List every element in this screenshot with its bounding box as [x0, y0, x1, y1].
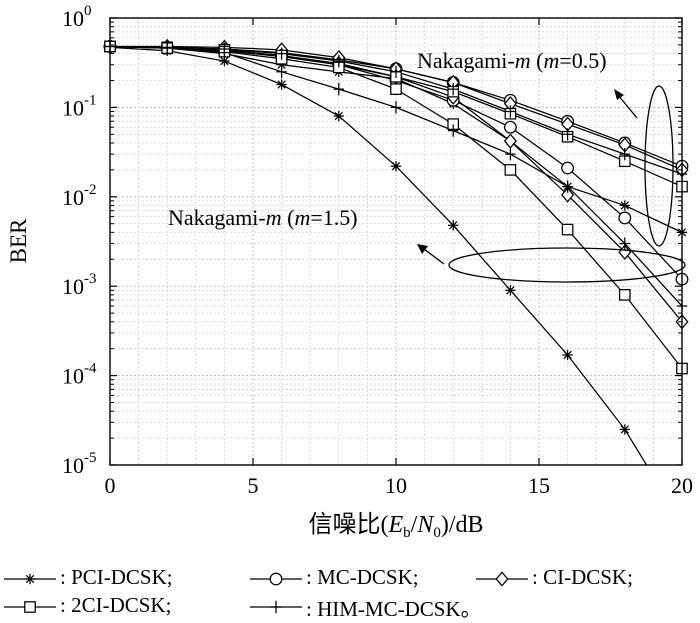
y-tick-label: 10-4	[62, 361, 97, 389]
data-point-plus	[505, 147, 516, 161]
data-point-plus	[162, 41, 173, 55]
data-point-plus	[276, 47, 287, 60]
legend-marker-star	[4, 573, 56, 585]
x-tick-label: 15	[528, 473, 550, 498]
legend-marker-square	[4, 601, 56, 613]
ellipse-m05	[644, 85, 674, 247]
y-axis-label: BER	[6, 218, 31, 263]
legend-marker-plus	[250, 600, 302, 614]
data-point-star	[619, 200, 630, 211]
ber-chart: Nakagami-m (m=0.5) Nakagami-m (m=1.5) 0 5…	[6, 3, 694, 541]
y-tick-label: 10-3	[62, 271, 97, 299]
legend-label: : MC-DCSK;	[306, 565, 419, 589]
data-point-diamond	[503, 133, 517, 149]
data-point-plus	[390, 101, 402, 114]
data-point-plus	[562, 128, 573, 141]
axes	[109, 17, 683, 466]
data-point-plus	[619, 237, 630, 250]
arrow-m15	[417, 244, 445, 265]
data-point-star	[333, 110, 344, 122]
data-point-plus	[219, 46, 230, 59]
data-point-plus	[448, 124, 459, 137]
ellipse-m15	[448, 247, 686, 283]
legend-label: : 2CI-DCSK;	[60, 593, 172, 617]
data-point-circle	[503, 120, 517, 134]
data-point-circle	[618, 211, 632, 225]
annotations: Nakagami-m (m=0.5) Nakagami-m (m=1.5)	[168, 48, 686, 283]
data-point-diamond	[561, 187, 575, 203]
y-tick-label: 10-5	[62, 450, 97, 478]
legend-marker-circle-glyph	[269, 572, 283, 586]
legend-marker-square-glyph	[24, 601, 36, 613]
x-tick-label: 20	[671, 473, 693, 498]
x-tick-label: 5	[248, 473, 259, 498]
y-tick-label: 100	[62, 3, 92, 31]
data-point-plus	[505, 105, 516, 118]
data-point-circle	[561, 161, 575, 175]
legend-label: : CI-DCSK;	[532, 565, 633, 589]
data-point-plus	[333, 54, 344, 68]
data-point-star	[619, 424, 630, 435]
x-tick-label: 0	[105, 473, 116, 498]
legend-label: : HIM-MC-DCSK。	[306, 597, 482, 621]
data-point-square	[390, 83, 402, 95]
legend-marker-star-glyph	[24, 573, 36, 585]
data-point-plus	[390, 65, 402, 79]
data-point-plus	[562, 180, 573, 193]
data-point-square	[618, 289, 631, 301]
data-point-star	[276, 79, 287, 90]
legend-marker-circle	[250, 572, 302, 586]
data-point-star	[448, 220, 459, 231]
legend-marker-diamond	[476, 571, 528, 587]
x-tick-label: 10	[385, 473, 407, 498]
legend-label: : PCI-DCSK;	[60, 565, 173, 589]
data-point-plus	[333, 82, 344, 96]
annotation-m05: Nakagami-m (m=0.5)	[417, 48, 607, 73]
data-point-plus	[276, 65, 287, 79]
data-point-plus	[448, 82, 459, 96]
data-point-star	[390, 160, 402, 172]
data-point-star	[505, 285, 516, 296]
data-point-star	[562, 349, 573, 361]
legend-marker-plus-glyph	[270, 600, 282, 614]
y-tick-label: 10-2	[62, 182, 97, 210]
data-point-plus	[619, 147, 630, 161]
x-tick-labels: 0 5 10 15 20	[105, 473, 694, 498]
y-tick-labels: 100 10-1 10-2 10-3 10-4 10-5	[62, 3, 97, 478]
x-axis-label: 信噪比(Eb/N0)/dB	[308, 511, 483, 541]
data-point-square	[504, 164, 517, 176]
annotation-m15: Nakagami-m (m=1.5)	[168, 205, 358, 230]
arrow-m05	[614, 89, 638, 119]
y-tick-label: 10-1	[62, 92, 97, 120]
data-point-square	[561, 223, 574, 236]
legend-marker-diamond-glyph	[495, 571, 509, 587]
